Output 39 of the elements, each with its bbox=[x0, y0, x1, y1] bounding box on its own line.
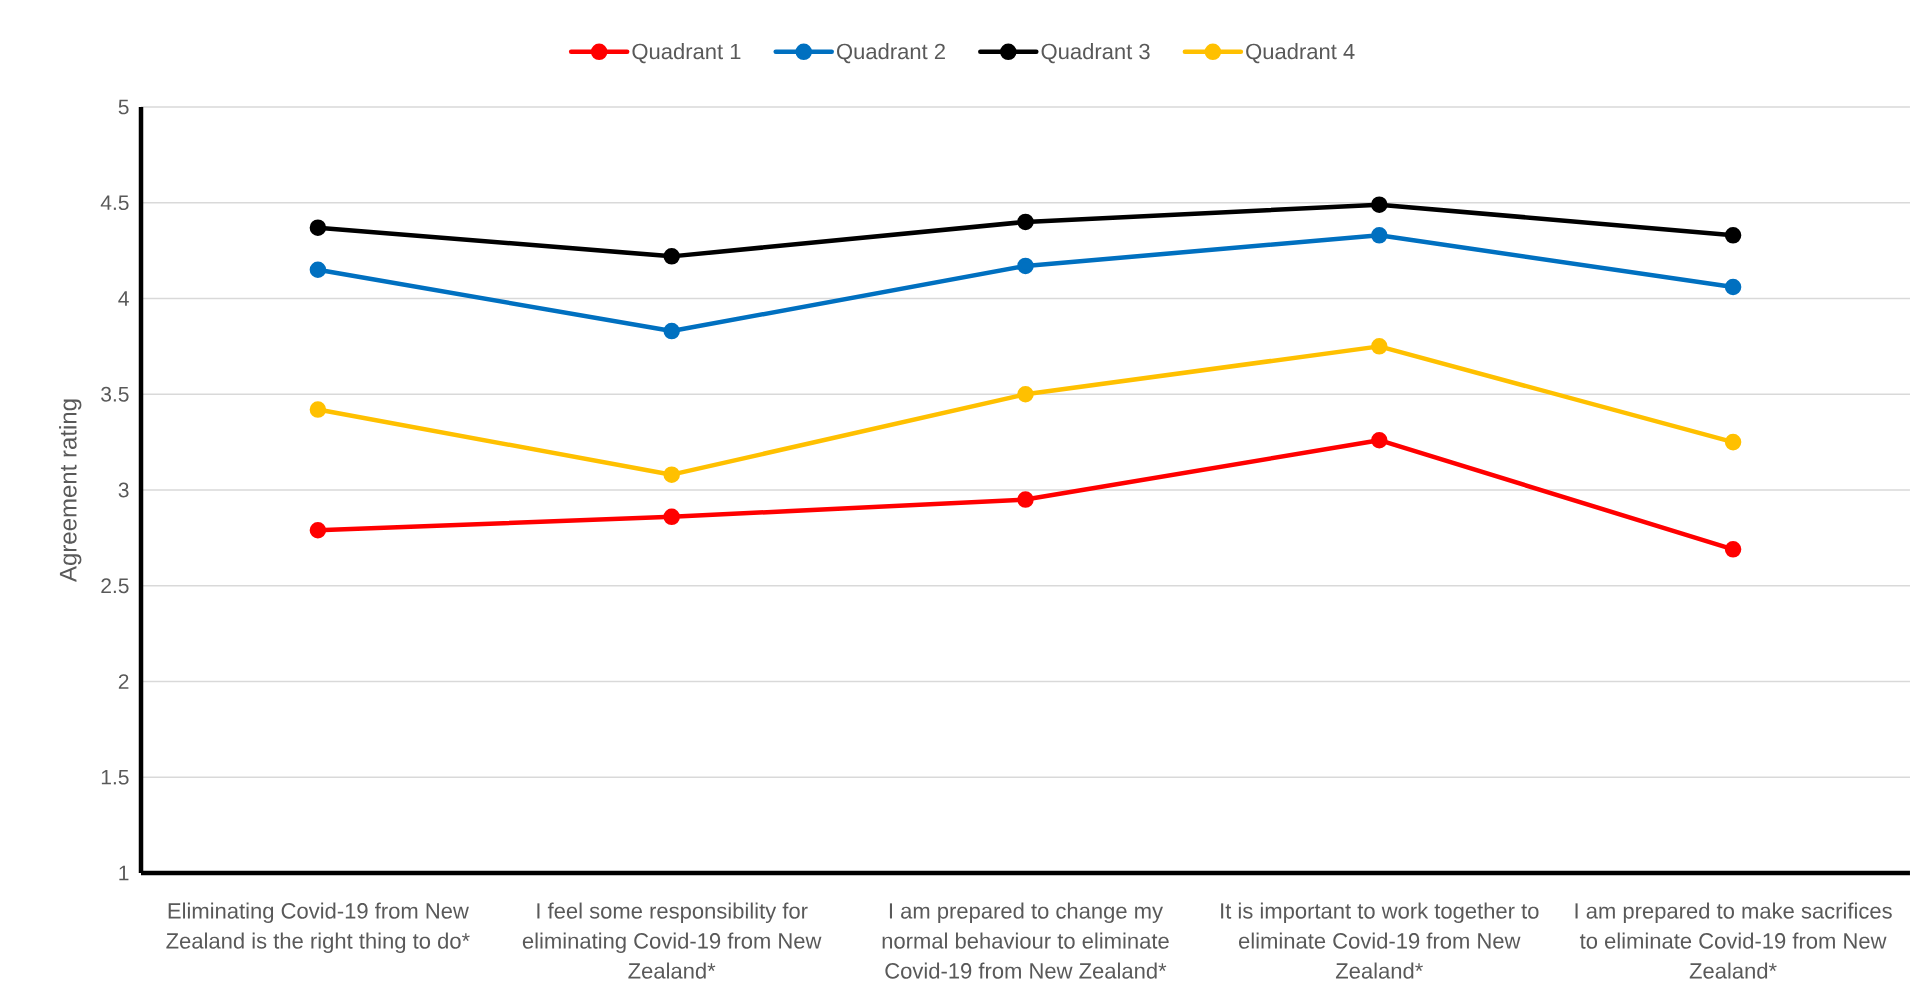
point bbox=[309, 401, 327, 418]
point bbox=[1371, 196, 1388, 213]
point bbox=[309, 219, 327, 236]
point bbox=[1724, 541, 1742, 558]
x-tick-label: I feel some responsibility for eliminating Covid-19 from New Zealand* bbox=[522, 902, 822, 979]
y-tick-label: 3.5 bbox=[101, 386, 129, 402]
point bbox=[1017, 386, 1034, 403]
legend-label: Quadrant 1 bbox=[632, 43, 741, 64]
point bbox=[1371, 431, 1388, 449]
point bbox=[663, 322, 680, 340]
y-tick-label: 2.5 bbox=[101, 578, 129, 594]
x-tick-label: It is important to work together to eliminate Covid-19 from New Zealand* bbox=[1221, 902, 1539, 979]
point bbox=[309, 261, 327, 279]
point bbox=[1017, 213, 1034, 231]
point bbox=[1371, 227, 1388, 244]
y-tick-label: 2 bbox=[118, 674, 129, 689]
y-tick-label: 1.5 bbox=[101, 769, 129, 785]
point bbox=[1017, 257, 1034, 275]
y-tick-label: 4.5 bbox=[100, 195, 129, 211]
point bbox=[1724, 433, 1742, 451]
x-tick-label: Eliminating Covid-19 from New Zealand is the right thing to do* bbox=[166, 902, 470, 954]
x-tick-label: I am prepared to make sacrifices to eliminate Covid-19 from New Zealand* bbox=[1575, 902, 1892, 979]
point bbox=[1724, 227, 1742, 244]
point bbox=[309, 521, 327, 539]
y-tick-label: 4 bbox=[118, 291, 129, 306]
point bbox=[1017, 491, 1034, 508]
y-tick-label: 5 bbox=[118, 99, 129, 115]
legend-label: Quadrant 4 bbox=[1246, 43, 1355, 64]
y-axis-title: Agreement rating bbox=[59, 399, 82, 582]
point bbox=[1371, 338, 1388, 355]
legend-label: Quadrant 3 bbox=[1041, 43, 1150, 64]
legend-label: Quadrant 2 bbox=[837, 43, 945, 64]
point bbox=[663, 508, 680, 526]
point bbox=[663, 466, 680, 483]
x-tick-label: I am prepared to change my normal behaviour to eliminate Covid-19 from New Zealand* bbox=[882, 902, 1169, 979]
point bbox=[663, 248, 680, 265]
y-tick-label: 3 bbox=[118, 482, 129, 498]
y-tick-label: 1 bbox=[119, 865, 129, 881]
point bbox=[1724, 278, 1742, 296]
